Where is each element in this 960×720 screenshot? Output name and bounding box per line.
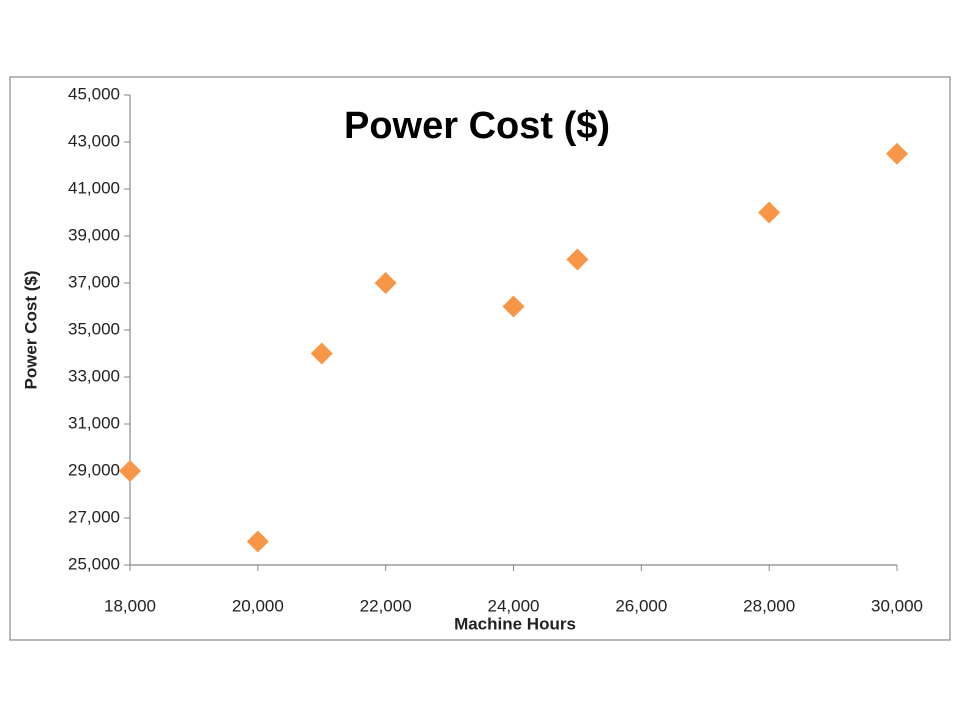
chart-title: Power Cost ($)	[344, 105, 610, 147]
x-tick-label: 20,000	[232, 596, 284, 615]
x-tick-label: 28,000	[743, 596, 795, 615]
x-tick-label: 18,000	[104, 596, 156, 615]
x-tick-label: 26,000	[615, 596, 667, 615]
y-tick-label: 29,000	[68, 460, 120, 479]
point	[886, 142, 908, 165]
point	[310, 342, 333, 365]
chart-frame	[9, 76, 951, 641]
y-tick-label: 45,000	[68, 84, 120, 103]
y-tick-label: 25,000	[68, 554, 120, 573]
point	[758, 201, 781, 224]
point	[566, 248, 589, 271]
y-tick-label: 27,000	[68, 507, 120, 526]
point	[374, 272, 397, 294]
y-axis-title: Power Cost ($)	[21, 270, 40, 389]
point	[246, 530, 269, 553]
x-tick-label: 24,000	[488, 596, 540, 615]
x-tick-label: 22,000	[360, 596, 412, 615]
y-tick-label: 35,000	[68, 319, 120, 338]
y-tick-label: 41,000	[68, 178, 120, 197]
x-axis-title: Machine Hours	[454, 614, 576, 633]
point	[119, 460, 141, 482]
y-tick-label: 37,000	[68, 272, 120, 291]
y-tick-label: 31,000	[68, 413, 120, 432]
y-tick-label: 33,000	[68, 366, 120, 385]
y-tick-label: 39,000	[68, 225, 120, 244]
y-tick-label: 43,000	[68, 131, 120, 150]
point	[502, 295, 525, 318]
x-tick-label: 30,000	[871, 596, 923, 615]
